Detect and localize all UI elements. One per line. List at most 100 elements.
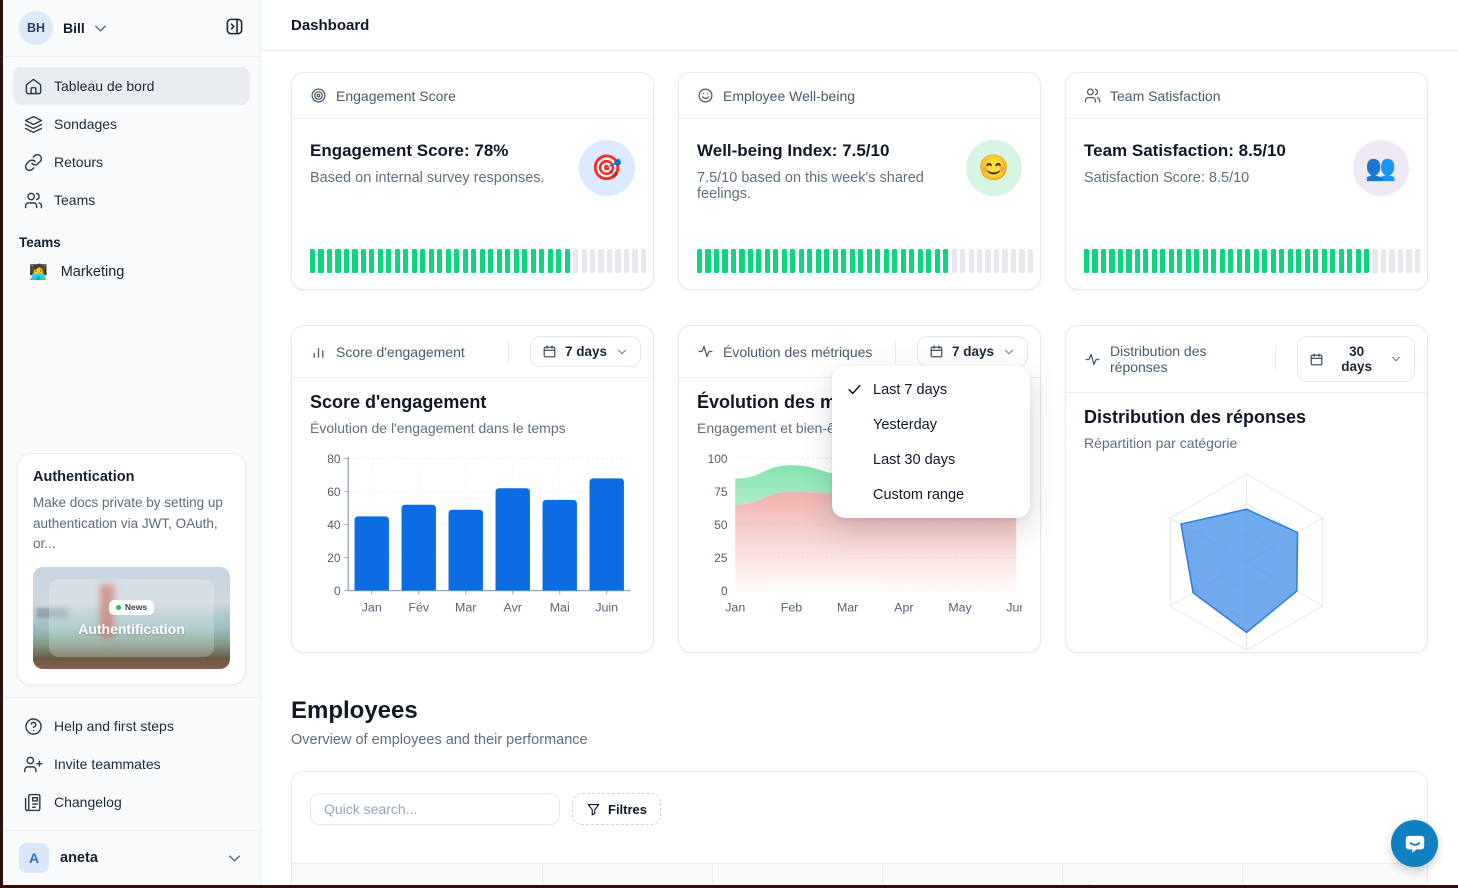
progress-segment	[1380, 249, 1387, 273]
menu-item-yesterday[interactable]: Yesterday	[832, 407, 1030, 442]
progress-segment	[1228, 249, 1234, 273]
divider	[894, 339, 896, 364]
divider	[1275, 347, 1277, 371]
progress-segment	[496, 249, 502, 273]
progress-segment	[985, 249, 991, 273]
progress-segment	[697, 249, 703, 273]
check-spacer	[846, 416, 863, 433]
sidebar-collapse-button[interactable]	[223, 15, 246, 41]
link-icon	[24, 153, 43, 172]
column-header-performance: Performance	[1062, 864, 1242, 885]
trending-up-icon	[1261, 884, 1278, 885]
svg-text:Jun: Jun	[1006, 601, 1022, 615]
chevron-down-icon	[1002, 345, 1016, 359]
search-input[interactable]	[310, 793, 560, 825]
svg-text:Apr: Apr	[894, 601, 913, 615]
teams-list: 🧑‍💻 Marketing	[3, 254, 260, 290]
progress-segment	[1406, 249, 1412, 273]
menu-item-last-30-days[interactable]: Last 30 days	[832, 442, 1030, 477]
date-range-button-score-d-engagement[interactable]: 7 days	[529, 336, 641, 367]
progress-segment	[1010, 249, 1017, 273]
sidebar-item-changelog[interactable]: Changelog	[13, 783, 250, 821]
progress-segment	[1002, 249, 1008, 273]
sidebar-item-help-and-first-steps[interactable]: Help and first steps	[13, 707, 250, 745]
progress-segment	[943, 249, 949, 273]
progress-segment	[564, 249, 570, 273]
chevron-down-icon[interactable]	[91, 19, 110, 38]
progress-segment	[513, 249, 519, 273]
progress-segment	[713, 249, 720, 273]
progress-segment	[394, 249, 400, 273]
progress-segment	[1262, 249, 1268, 273]
sidebar-item-retours[interactable]: Retours	[13, 143, 250, 181]
progress-segment	[764, 249, 770, 273]
promo-image: News Authentification	[33, 567, 230, 669]
promo-card[interactable]: Authentication Make docs private by sett…	[17, 453, 246, 685]
progress-segment	[1117, 249, 1124, 273]
progress-segment	[437, 249, 443, 273]
layers-icon	[24, 115, 43, 134]
progress-segment	[1321, 249, 1327, 273]
card-header: Engagement Score	[292, 73, 653, 119]
topbar: Dashboard	[261, 0, 1458, 51]
workspace-name[interactable]: Bill	[63, 20, 85, 36]
employees-table-header: UserTeamPositionParticipationPerformance…	[292, 863, 1427, 885]
progress-segment	[849, 249, 855, 273]
employees-card: Filtres UserTeamPositionParticipationPer…	[291, 771, 1428, 885]
progress-segment	[1363, 249, 1370, 273]
column-header-tasks: Tasks	[1242, 864, 1427, 885]
progress-segment	[352, 249, 358, 273]
progress-segment	[623, 249, 630, 273]
progress-segment	[1245, 249, 1251, 273]
chat-bubble-icon	[1402, 831, 1428, 857]
svg-text:Avr: Avr	[504, 601, 522, 615]
progress-segment	[951, 249, 957, 273]
progress-segment	[739, 249, 745, 273]
progress-segment	[807, 249, 813, 273]
sidebar-item-sondages[interactable]: Sondages	[13, 105, 250, 143]
progress-segment	[1330, 249, 1336, 273]
account-switcher[interactable]: A aneta	[3, 830, 260, 885]
sidebar-item-teams[interactable]: Teams	[13, 181, 250, 219]
svg-text:25: 25	[714, 551, 728, 565]
progress-segment	[730, 249, 737, 273]
date-range-button-volution-des-m-triques[interactable]: 7 days	[916, 336, 1028, 367]
svg-text:Jan: Jan	[362, 601, 382, 615]
team-item-marketing[interactable]: 🧑‍💻 Marketing	[29, 264, 125, 281]
menu-item-last-7-days[interactable]: Last 7 days	[832, 372, 1030, 407]
progress-segment	[1109, 249, 1115, 273]
filters-button[interactable]: Filtres	[572, 793, 662, 825]
chart-axis-icon	[901, 884, 918, 885]
metric-title: Team Satisfaction: 8.5/10	[1084, 141, 1286, 160]
progress-segment	[1270, 249, 1276, 273]
chart-subtitle: Répartition par catégorie	[1084, 435, 1238, 451]
progress-segment	[917, 249, 923, 273]
chat-launcher-button[interactable]	[1391, 820, 1438, 867]
progress-segment	[773, 249, 779, 273]
progress-segment	[377, 249, 383, 273]
menu-item-custom-range[interactable]: Custom range	[832, 477, 1030, 512]
panel-collapse-icon	[225, 17, 244, 36]
metric-card-engagement-score: Engagement Score Engagement Score: 78% Bas…	[291, 72, 654, 290]
promo-title: Authentication	[33, 469, 135, 486]
sidebar-item-invite-teammates[interactable]: Invite teammates	[13, 745, 250, 783]
svg-text:60: 60	[327, 485, 341, 499]
progress-segment	[1372, 249, 1378, 273]
progress-segment	[892, 249, 898, 273]
svg-text:0: 0	[334, 584, 341, 598]
progress-segment	[1194, 249, 1200, 273]
chart-card-row: Score d'engagement 7 days Score d'engageme…	[291, 325, 1428, 653]
progress-segment	[858, 249, 864, 273]
metric-card-employee-well-being: Employee Well-being Well-being Index: 7.5…	[678, 72, 1041, 290]
date-range-menu: Last 7 days Yesterday Last 30 days Custom r…	[832, 366, 1030, 518]
sidebar-item-tableau-de-bord[interactable]: Tableau de bord	[13, 67, 250, 105]
progress-segment	[900, 249, 906, 273]
progress-segment	[615, 249, 621, 273]
progress-segment	[360, 249, 366, 273]
progress-segment	[1126, 249, 1132, 273]
date-range-button-distribution-des-r-ponses[interactable]: 30 days	[1297, 336, 1415, 382]
divider	[507, 339, 509, 364]
card-header: Employee Well-being	[679, 73, 1040, 119]
green-dot-icon	[115, 604, 121, 610]
metric-subtitle: 7.5/10 based on this week's shared feeli…	[697, 170, 924, 202]
